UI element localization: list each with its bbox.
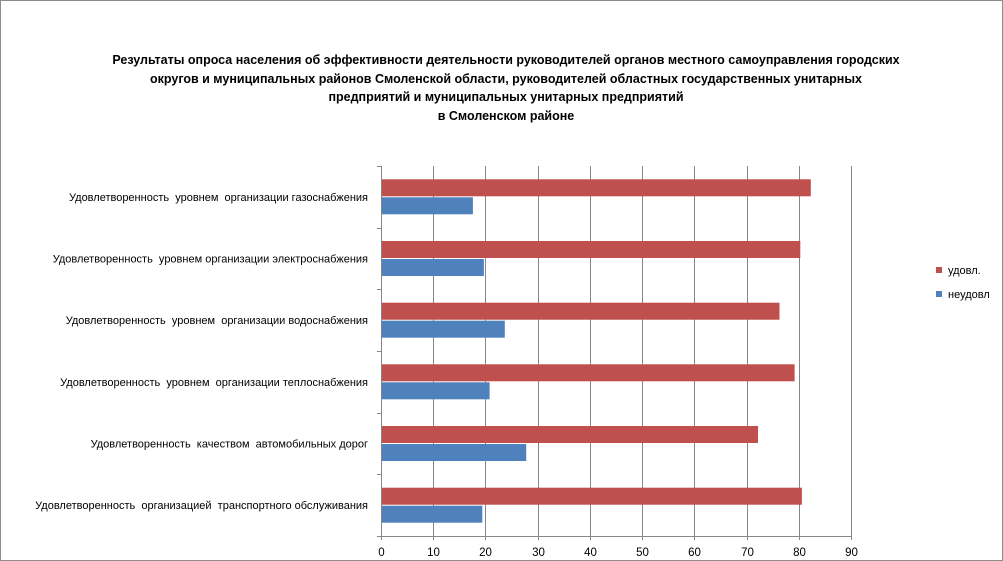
bar (381, 197, 473, 215)
x-tick-label: 90 (845, 547, 858, 559)
bar (381, 259, 484, 276)
bar (381, 320, 505, 338)
x-tick-label: 70 (741, 547, 754, 559)
category-label: Удовлетворенность уровнем организации эл… (53, 254, 368, 266)
bar (381, 444, 527, 461)
x-tick-label: 40 (584, 547, 597, 559)
legend-swatch (936, 291, 942, 297)
x-tick-label: 20 (479, 547, 492, 559)
chart-title-line: Результаты опроса населения об эффективн… (112, 53, 900, 67)
x-tick-label: 80 (793, 547, 806, 559)
chart-title-line: в Смоленском районе (437, 108, 575, 123)
x-tick-label: 0 (378, 547, 384, 559)
bar (381, 426, 758, 443)
x-tick-label: 50 (636, 547, 649, 559)
bar (381, 302, 780, 320)
chart-title: Результаты опроса населения об эффективн… (91, 51, 921, 125)
bar (381, 382, 490, 400)
category-label: Удовлетворенность организацией транспорт… (35, 500, 368, 512)
bar (381, 487, 802, 505)
category-label: Удовлетворенность качеством автомобильны… (91, 439, 368, 451)
bar (381, 364, 795, 382)
chart-title-line: округов и муниципальных районов Смоленск… (150, 71, 862, 86)
category-label: Удовлетворенность уровнем организации га… (69, 192, 368, 204)
category-label: Удовлетворенность уровнем организации во… (66, 315, 368, 327)
chart-title-line: предприятий и муниципальных унитарных пр… (328, 90, 684, 104)
legend-label: удовл. (948, 265, 981, 277)
category-label: Удовлетворенность уровнем организации те… (60, 377, 368, 389)
bar (381, 179, 811, 197)
bar (381, 505, 483, 523)
bar (381, 241, 801, 258)
legend-swatch (936, 267, 942, 273)
x-tick-label: 60 (688, 547, 701, 559)
legend-label: неудовл (948, 289, 990, 301)
x-tick-label: 30 (532, 547, 545, 559)
x-tick-label: 10 (427, 547, 440, 559)
